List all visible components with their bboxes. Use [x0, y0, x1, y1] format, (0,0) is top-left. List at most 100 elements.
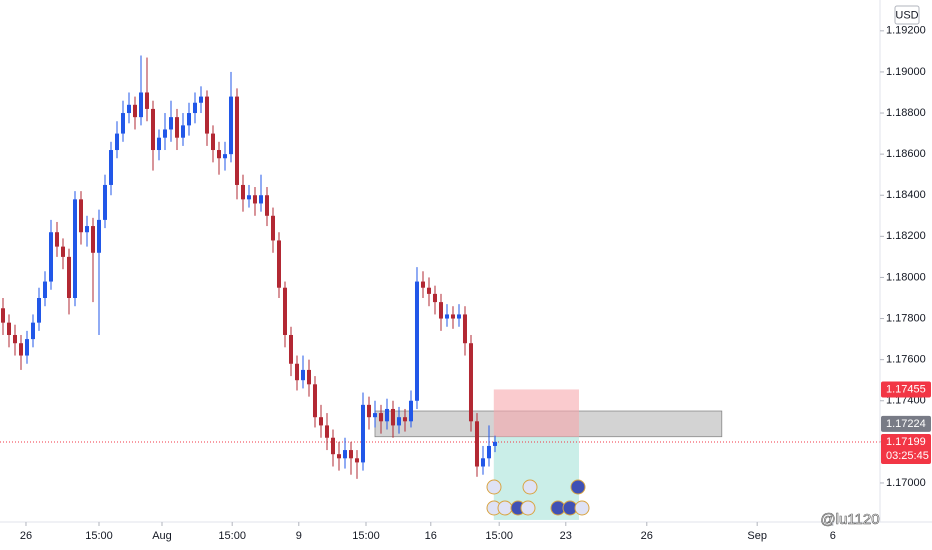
candle-body	[408, 400, 413, 422]
countdown: 03:25:45	[886, 450, 929, 462]
candle-body	[150, 108, 155, 151]
candle-body	[60, 246, 65, 257]
candle-body	[438, 302, 443, 319]
candle-body	[0, 308, 5, 323]
entry-price-label: 1.17224	[886, 418, 926, 430]
candle-body	[12, 334, 17, 344]
candle-body	[288, 334, 293, 364]
candle-body	[210, 133, 215, 151]
candle-body	[48, 232, 53, 282]
candle-body	[186, 113, 191, 126]
candle-body	[366, 404, 371, 418]
x-tick-label: 23	[560, 530, 572, 542]
candle-body	[234, 96, 239, 185]
candle-body	[264, 195, 269, 216]
candle-body	[24, 339, 29, 356]
y-tick-label: 1.18400	[886, 189, 926, 201]
x-tick-label: 15:00	[352, 530, 380, 542]
candle-body	[318, 417, 323, 426]
candle-body	[450, 314, 455, 319]
candle-body	[204, 96, 209, 134]
candle-body	[36, 297, 41, 323]
candle-body	[96, 219, 101, 253]
y-tick-label: 1.18200	[886, 230, 926, 242]
candle-body	[312, 384, 317, 418]
candle-body	[54, 232, 59, 247]
candle-body	[192, 102, 197, 114]
candle-body	[198, 96, 203, 103]
candle-body	[468, 343, 473, 422]
currency-box	[894, 5, 920, 25]
candle-body	[372, 413, 377, 418]
x-tick-label: 15:00	[485, 530, 513, 542]
x-tick-label: 26	[20, 530, 32, 542]
event-icon	[574, 500, 590, 516]
stop-price-label-bg	[881, 381, 931, 398]
candle-body	[258, 195, 263, 204]
event-icon	[497, 500, 513, 516]
y-tick-label: 1.19000	[886, 66, 926, 78]
x-tick-label: 6	[830, 530, 836, 542]
candle-body	[216, 150, 221, 159]
current-price-label: 1.17199	[886, 436, 926, 448]
candle-body	[114, 133, 119, 151]
candle-body	[342, 450, 347, 459]
x-tick-label: 9	[296, 530, 302, 542]
candle-body	[144, 92, 149, 109]
y-tick-label: 1.17000	[886, 477, 926, 489]
event-icon	[520, 500, 536, 516]
y-tick-label: 1.17400	[886, 395, 926, 407]
candle-body	[276, 240, 281, 288]
candle-body	[432, 293, 437, 303]
candle-body	[156, 137, 161, 151]
candle-body	[162, 129, 167, 138]
candle-body	[348, 450, 353, 459]
candle-body	[492, 441, 497, 446]
candle-body	[222, 154, 227, 159]
candle-body	[294, 363, 299, 381]
candle-body	[426, 287, 431, 294]
candle-body	[378, 413, 383, 422]
candle-body	[354, 458, 359, 463]
stop-price-label: 1.17455	[886, 383, 926, 395]
candle-body	[228, 96, 233, 155]
event-icon	[522, 479, 538, 495]
candle-body	[174, 117, 179, 138]
candle-body	[480, 458, 485, 467]
candle-body	[456, 314, 461, 319]
candle-body	[138, 92, 143, 118]
candle-body	[282, 287, 287, 335]
event-icon	[486, 479, 502, 495]
y-tick-label: 1.17600	[886, 354, 926, 366]
candle-body	[474, 421, 479, 467]
candle-body	[462, 314, 467, 344]
candle-body	[120, 113, 125, 134]
candle-body	[246, 195, 251, 200]
candle-body	[390, 408, 395, 426]
candle-body	[132, 104, 137, 118]
candle-body	[414, 281, 419, 401]
candle-body	[252, 195, 257, 204]
candle-body	[168, 117, 173, 130]
currency: USD	[895, 9, 918, 21]
candle-body	[360, 404, 365, 463]
x-tick-label: 26	[641, 530, 653, 542]
candle-body	[30, 322, 35, 340]
candle-body	[396, 417, 401, 426]
candle-body	[180, 125, 185, 138]
candle-body	[90, 226, 95, 253]
event-icons	[486, 479, 590, 516]
event-icon	[570, 479, 586, 495]
candle-body	[324, 425, 329, 438]
x-tick-label: Sep	[747, 530, 767, 542]
y-tick-label: 1.17800	[886, 312, 926, 324]
watermark: @lu1120	[820, 511, 879, 528]
candle-body	[270, 215, 275, 241]
candle-body	[126, 104, 131, 114]
x-tick-label: 15:00	[85, 530, 113, 542]
candle-body	[240, 184, 245, 200]
x-tick-label: 15:00	[218, 530, 246, 542]
candle-body	[402, 417, 407, 422]
